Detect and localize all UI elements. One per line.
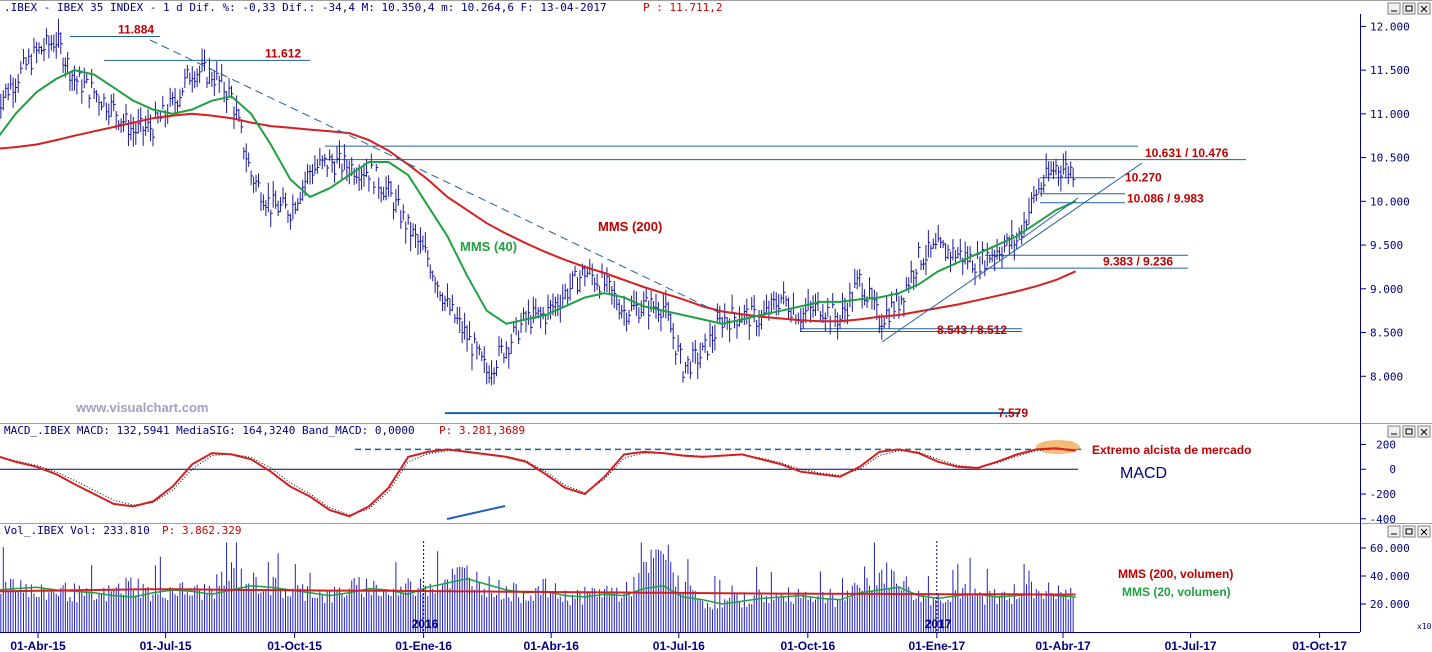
price-ytick-label: 11.500: [1370, 64, 1410, 77]
macd-ytick-label: -200: [1370, 488, 1397, 501]
macd-ytick-label: 0: [1389, 463, 1396, 476]
xtick-label: 01-Abr-15: [10, 639, 66, 652]
mms40-line: [0, 69, 1077, 325]
price-ytick-label: 9.500: [1370, 239, 1403, 252]
macd-header: MACD_.IBEX MACD: 132,5941 MediaSIG: 164,…: [4, 424, 415, 437]
macd-yaxis: 200 0 -200 -400: [1360, 438, 1397, 526]
price-panel: .IBEX - IBEX 35 INDEX - 1 d Dif. %: -0,3…: [0, 0, 1432, 422]
uptrend-line: [881, 162, 1143, 343]
price-ytick-label: 10.500: [1370, 152, 1410, 165]
xtick-label: 01-Jul-15: [140, 639, 192, 652]
xaxis: 01-Abr-15 01-Jul-15 01-Oct-15 01-Ene-16 01-A…: [10, 541, 1347, 652]
volume-mms200-line: [0, 588, 1076, 596]
price-yaxis: 12.000 11.500 11.000 10.500 10.000 9.500 9.000…: [1360, 20, 1410, 383]
minimize-icon[interactable]: [1387, 425, 1401, 438]
price-ytick-label: 11.000: [1370, 108, 1410, 121]
volume-header-p: P: 3.862.329: [162, 524, 241, 537]
xtick-label: 01-Abr-16: [524, 639, 580, 652]
price-ytick-label: 8.000: [1370, 370, 1403, 383]
downtrend-line: [149, 39, 721, 314]
macd-signal-line: [0, 448, 1076, 516]
level-label: 8.543 / 8.512: [937, 323, 1007, 337]
macd-window-controls: [1387, 425, 1431, 438]
year-label: 2016: [412, 617, 439, 631]
macd-main-line: [0, 447, 1076, 518]
uptrend-line-inner: [1019, 197, 1079, 241]
vol20-label: MMS (20, volumen): [1122, 585, 1231, 599]
maximize-icon[interactable]: [1402, 2, 1416, 15]
price-ytick-label: 9.000: [1370, 283, 1403, 296]
xtick-label: 01-Jul-17: [1165, 639, 1217, 652]
level-label: 10.631 / 10.476: [1145, 146, 1229, 160]
watermark: www.visualchart.com: [75, 400, 208, 415]
xtick-label: 01-Oct-17: [1292, 639, 1347, 652]
volume-ytick-label: 60.000: [1370, 542, 1410, 555]
macd-extreme-label: Extremo alcista de mercado: [1092, 443, 1251, 457]
minimize-icon[interactable]: [1387, 2, 1401, 15]
mms200-label: MMS (200): [598, 219, 662, 234]
price-header-p: P : 11.711,2: [643, 1, 722, 14]
price-window-controls: [1387, 2, 1431, 15]
maximize-icon[interactable]: [1402, 525, 1416, 538]
price-header: .IBEX - IBEX 35 INDEX - 1 d Dif. %: -0,3…: [4, 1, 607, 14]
price-ytick-label: 12.000: [1370, 20, 1410, 33]
xtick-label: 01-Jul-16: [653, 639, 705, 652]
price-ytick-label: 10.000: [1370, 195, 1410, 208]
price-ytick-label: 8.500: [1370, 327, 1403, 340]
maximize-icon[interactable]: [1402, 425, 1416, 438]
xtick-label: 01-Oct-16: [780, 639, 835, 652]
year-label: 2017: [925, 617, 952, 631]
volume-window-controls: [1387, 525, 1431, 538]
macd-big-label: MACD: [1120, 465, 1167, 482]
level-label: 9.383 / 9.236: [1103, 255, 1173, 269]
vol200-label: MMS (200, volumen): [1118, 567, 1233, 581]
level-label: 11.612: [265, 46, 301, 60]
mms200-line: [0, 112, 1077, 323]
macd-extreme-highlight: [1036, 440, 1080, 454]
price-levels: 11.884 11.612 10.631 / 10.476 10.270 10.086 …: [70, 23, 1246, 420]
xtick-label: 01-Oct-15: [267, 639, 322, 652]
volume-yaxis: 60.000 40.000 20.000: [1360, 542, 1410, 611]
mms40-label: MMS (40): [460, 239, 517, 254]
level-label: 7.579: [998, 406, 1028, 420]
volume-header: Vol_.IBEX Vol: 233.810: [4, 524, 150, 537]
level-label: 10.270: [1125, 171, 1162, 185]
volume-ytick-label: 20.000: [1370, 598, 1410, 611]
xtick-label: 01-Ene-17: [908, 639, 965, 652]
volume-panel: Vol_.IBEX Vol: 233.810 P: 3.862.329 MMS …: [0, 523, 1432, 632]
xtick-label: 01-Abr-17: [1035, 639, 1091, 652]
volume-corner-label: x10: [1417, 622, 1432, 631]
level-label: 11.884: [118, 23, 154, 37]
volume-ytick-label: 40.000: [1370, 570, 1410, 583]
macd-divergence-line: [446, 505, 506, 520]
macd-ytick-label: 200: [1376, 438, 1396, 451]
volume-bars: [0, 542, 1074, 632]
level-label: 10.086 / 9.983: [1127, 191, 1204, 205]
macd-header-p: P: 3.281,3689: [439, 424, 525, 437]
macd-panel: MACD_.IBEX MACD: 132,5941 MediaSIG: 164,…: [0, 423, 1432, 526]
minimize-icon[interactable]: [1387, 525, 1401, 538]
macd-ytick-label: -400: [1370, 513, 1397, 526]
xtick-label: 01-Ene-16: [395, 639, 452, 652]
